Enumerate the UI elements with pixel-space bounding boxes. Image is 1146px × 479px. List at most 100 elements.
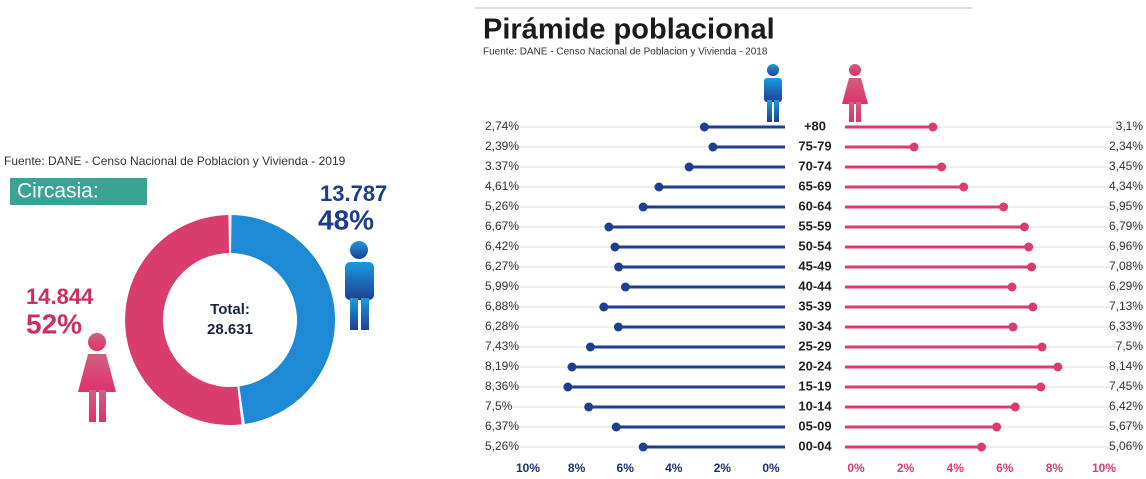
x-tick-label: 4% xyxy=(665,461,683,475)
dot xyxy=(638,202,648,212)
category-label: 65-69 xyxy=(798,178,831,193)
value-label: 5,26% xyxy=(485,199,519,213)
value-label: 5,67% xyxy=(1109,419,1143,433)
value-label: 3,1% xyxy=(1116,119,1144,133)
x-tick-label: 0% xyxy=(847,461,865,475)
category-label: 45-49 xyxy=(798,258,831,273)
value-label: 7,43% xyxy=(485,339,519,353)
x-tick-label: 8% xyxy=(1046,461,1064,475)
donut-segment xyxy=(125,215,242,425)
donut-segment xyxy=(231,215,335,424)
dot xyxy=(1037,342,1047,352)
x-tick-label: 2% xyxy=(897,461,915,475)
category-label: 55-59 xyxy=(798,218,831,233)
woman-icon xyxy=(842,64,868,122)
value-label: 6,29% xyxy=(1109,279,1143,293)
dot xyxy=(976,442,986,452)
dot xyxy=(563,382,573,392)
dot xyxy=(567,362,577,372)
value-label: 6,96% xyxy=(1109,239,1143,253)
x-tick-label: 0% xyxy=(762,461,780,475)
x-tick-label: 2% xyxy=(714,461,732,475)
value-label: 6,27% xyxy=(485,259,519,273)
dot xyxy=(654,182,664,192)
value-label: 7,5% xyxy=(485,399,513,413)
dot xyxy=(928,122,938,132)
category-label: 15-19 xyxy=(798,378,831,393)
value-label: 6,42% xyxy=(1109,399,1143,413)
value-label: 2,39% xyxy=(485,139,519,153)
dot xyxy=(1028,302,1038,312)
dot xyxy=(614,262,624,272)
dot xyxy=(1053,362,1063,372)
title: Pirámide poblacional xyxy=(483,14,775,46)
value-label: 48% xyxy=(318,204,374,235)
value-label: 4,34% xyxy=(1109,179,1143,193)
category-label: 60-64 xyxy=(798,198,832,213)
dot xyxy=(708,142,718,152)
category-label: 35-39 xyxy=(798,298,831,313)
value-label: 6,67% xyxy=(485,219,519,233)
center-label: Total: xyxy=(210,301,250,318)
category-label: 50-54 xyxy=(798,238,832,253)
count-label: 13.787 xyxy=(320,181,387,206)
title: Circasia: xyxy=(17,180,99,203)
dot xyxy=(999,202,1009,212)
dot xyxy=(1019,222,1029,232)
source: Fuente: DANE - Censo Nacional de Poblaci… xyxy=(4,154,346,168)
value-label: 6,28% xyxy=(485,319,519,333)
dot xyxy=(959,182,969,192)
dot xyxy=(1027,262,1037,272)
category-label: 30-34 xyxy=(798,318,832,333)
value-label: 2,74% xyxy=(485,119,519,133)
value-label: 7,45% xyxy=(1109,379,1143,393)
value-label: 6,88% xyxy=(485,299,519,313)
value-label: 7,08% xyxy=(1109,259,1143,273)
value-label: 52% xyxy=(26,308,82,339)
x-tick-label: 4% xyxy=(947,461,965,475)
category-label: 40-44 xyxy=(798,278,832,293)
dot xyxy=(584,402,594,412)
dot xyxy=(909,142,919,152)
value-label: 5,06% xyxy=(1109,439,1143,453)
dot xyxy=(620,282,630,292)
dot xyxy=(684,162,694,172)
dot xyxy=(599,302,609,312)
category-label: 25-29 xyxy=(798,338,831,353)
dot xyxy=(1010,402,1020,412)
value-label: 6,33% xyxy=(1109,319,1143,333)
dot xyxy=(992,422,1002,432)
dot xyxy=(937,162,947,172)
value-label: 7,13% xyxy=(1109,299,1143,313)
x-tick-label: 10% xyxy=(516,461,540,475)
value-label: 5,99% xyxy=(485,279,519,293)
value-label: 8,14% xyxy=(1109,359,1143,373)
value-label: 5,95% xyxy=(1109,199,1143,213)
dot xyxy=(638,442,648,452)
dot xyxy=(611,422,621,432)
man-icon xyxy=(345,241,374,330)
value-label: 2,34% xyxy=(1109,139,1143,153)
category-label: +80 xyxy=(804,118,826,133)
x-tick-label: 10% xyxy=(1092,461,1116,475)
dot xyxy=(610,242,620,252)
value-label: 6,42% xyxy=(485,239,519,253)
x-tick-label: 6% xyxy=(617,461,635,475)
dot xyxy=(585,342,595,352)
count-label: 14.844 xyxy=(26,284,94,309)
value-label: 7,5% xyxy=(1116,339,1144,353)
category-label: 20-24 xyxy=(798,358,832,373)
x-tick-label: 6% xyxy=(996,461,1014,475)
dot xyxy=(1036,382,1046,392)
category-label: 10-14 xyxy=(798,398,832,413)
value-label: 8,36% xyxy=(485,379,519,393)
category-label: 70-74 xyxy=(798,158,832,173)
category-label: 75-79 xyxy=(798,138,831,153)
title-box xyxy=(10,178,147,205)
value-label: 8,19% xyxy=(485,359,519,373)
dot xyxy=(604,222,614,232)
center-value: 28.631 xyxy=(207,321,253,338)
value-label: 4,61% xyxy=(485,179,519,193)
category-label: 00-04 xyxy=(798,438,832,453)
